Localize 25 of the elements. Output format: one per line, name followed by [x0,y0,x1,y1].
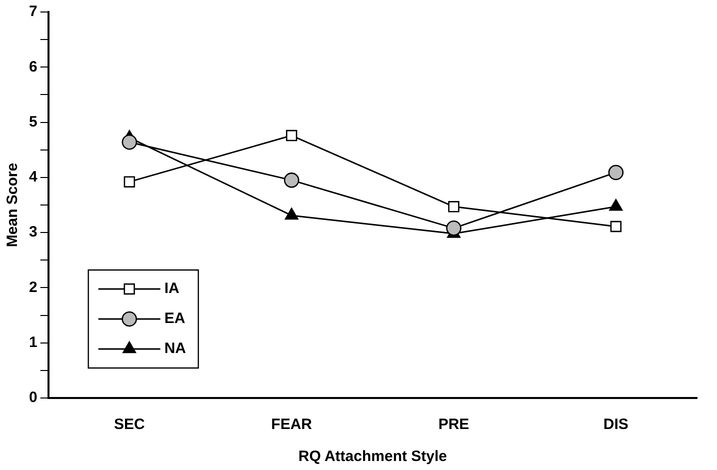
y-tick-label: 2 [29,278,38,296]
x-tick-label: SEC [114,416,146,434]
point [446,220,462,236]
point [122,134,138,150]
x-tick-label: FEAR [271,416,312,434]
y-tick-label: 0 [29,389,38,406]
x-tick-label: PRE [438,416,470,434]
point [284,172,300,188]
point [610,220,622,232]
y-tick-label: 5 [29,113,38,130]
point [286,130,298,142]
legend-label: IA [164,280,180,298]
point [124,176,136,188]
legend-label: EA [164,310,186,328]
x-axis-title: RQ Attachment Style [298,448,447,466]
y-tick-label: 3 [29,224,38,241]
y-tick-label: 6 [29,58,38,76]
legend-label: NA [164,340,186,358]
y-tick-label: 4 [29,168,38,186]
point [448,201,460,212]
point [608,164,624,180]
y-axis-title: Mean Score [4,162,22,248]
x-tick-label: DIS [603,416,628,434]
y-tick-label: 7 [29,3,38,20]
y-tick-label: 1 [29,334,38,351]
